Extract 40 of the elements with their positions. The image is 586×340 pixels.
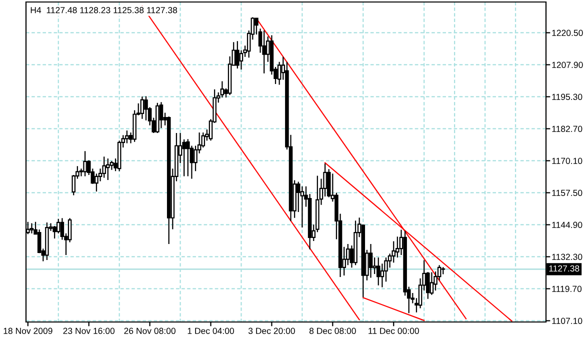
x-tick-label: 8 Dec 08:00 xyxy=(309,328,356,334)
candlestick xyxy=(166,116,171,245)
candlestick xyxy=(125,130,129,144)
candlestick xyxy=(262,30,266,74)
y-tick-label: 1195.30 xyxy=(552,94,582,100)
candlestick xyxy=(106,158,110,181)
candlestick xyxy=(140,96,144,120)
candlestick xyxy=(186,138,190,177)
y-tick-label: 1119.70 xyxy=(552,286,582,292)
y-tick-label: 1132.30 xyxy=(552,254,582,260)
candlestick xyxy=(45,222,49,261)
candlestick xyxy=(300,186,304,228)
y-tick-label: 1182.70 xyxy=(552,126,582,132)
candlestick xyxy=(368,243,373,278)
candlestick xyxy=(102,156,106,178)
y-tick-label: 1170.10 xyxy=(552,158,582,164)
y-tick-label: 1144.90 xyxy=(552,222,582,228)
candlestick xyxy=(430,272,434,296)
y-tick-label: 1107.10 xyxy=(552,318,582,324)
x-tick-label: 26 Nov 08:00 xyxy=(124,328,176,334)
x-tick-label: 1 Dec 04:00 xyxy=(188,328,234,334)
x-tick-label: 18 Nov 2009 xyxy=(4,328,52,334)
candlestick xyxy=(156,102,160,134)
candlestick xyxy=(83,150,87,177)
candlestick xyxy=(392,240,396,264)
y-tick-label: 1157.50 xyxy=(552,190,582,196)
chart-title: H4 1127.48 1128.23 1125.38 1127.38 xyxy=(30,7,178,14)
ref-line-label: 1127.38 xyxy=(549,265,580,272)
y-tick-label: 1220.50 xyxy=(552,30,583,36)
candlestick xyxy=(159,102,164,129)
candlestick xyxy=(220,80,224,98)
candlestick xyxy=(30,222,34,234)
candlestick xyxy=(277,61,282,86)
candlestick xyxy=(376,256,380,286)
x-tick-label: 3 Dec 20:00 xyxy=(248,328,295,334)
candlestick xyxy=(354,220,358,266)
x-tick-label: 11 Dec 00:00 xyxy=(368,328,419,334)
candlestick xyxy=(236,40,240,70)
y-tick-label: 1207.90 xyxy=(552,62,583,68)
x-tick-label: 23 Nov 16:00 xyxy=(63,328,115,334)
